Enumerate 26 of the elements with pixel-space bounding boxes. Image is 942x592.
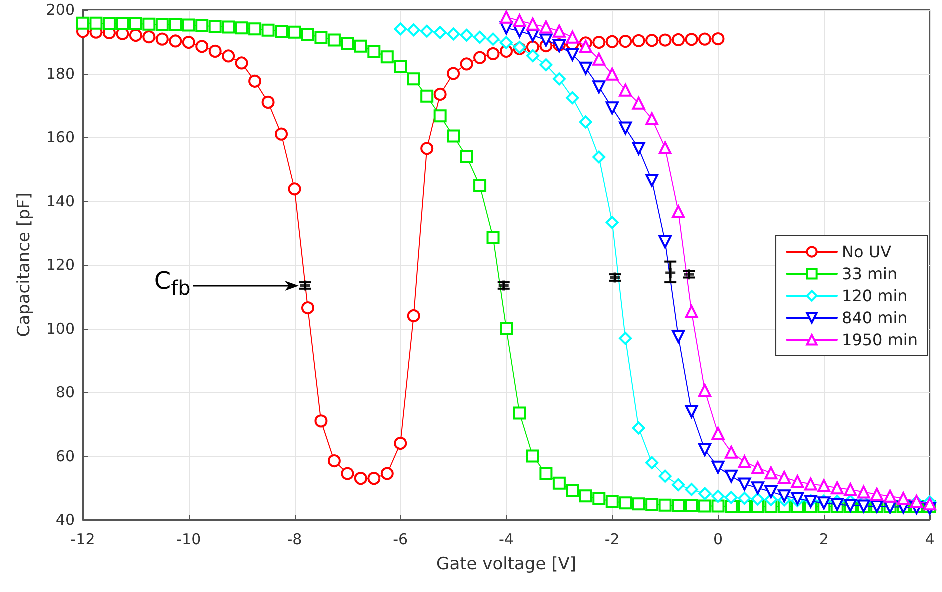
legend-label: 840 min xyxy=(842,308,908,328)
y-tick-label: 80 xyxy=(56,384,75,402)
y-tick-label: 100 xyxy=(46,320,75,338)
x-tick-label: -6 xyxy=(393,530,408,548)
y-tick-label: 60 xyxy=(56,447,75,466)
y-axis-title: Capacitance [pF] xyxy=(14,192,34,338)
x-tick-label: 0 xyxy=(713,530,724,548)
x-tick-label: -10 xyxy=(176,530,202,548)
y-tick-label: 40 xyxy=(56,511,75,529)
x-tick-label: -12 xyxy=(70,530,96,548)
x-tick-label: -2 xyxy=(604,530,620,548)
legend-label: 33 min xyxy=(842,264,898,284)
y-tick-label: 140 xyxy=(46,192,75,210)
y-tick-label: 120 xyxy=(46,256,75,274)
x-tick-label: -8 xyxy=(287,530,302,548)
annotation: C$_{fb}$ xyxy=(154,267,191,300)
x-tick-label: 4 xyxy=(925,530,935,548)
legend-label: 120 min xyxy=(842,286,908,306)
y-tick-label: 180 xyxy=(46,64,75,83)
y-tick-label: 160 xyxy=(46,128,75,146)
x-tick-label: -4 xyxy=(499,530,514,548)
legend-label: 1950 min xyxy=(842,330,918,350)
y-tick-label: 200 xyxy=(46,1,75,19)
x-axis-title: Gate voltage [V] xyxy=(436,554,576,574)
legend-label: No UV xyxy=(842,242,892,262)
x-tick-label: 2 xyxy=(819,530,829,548)
